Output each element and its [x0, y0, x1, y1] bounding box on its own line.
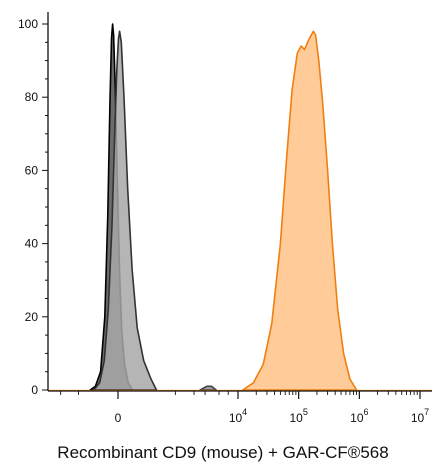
histogram-series-2: [93, 30, 158, 391]
y-tick-label: 0: [31, 383, 38, 397]
x-tick-label: 0: [115, 411, 122, 425]
y-tick-label: 20: [25, 310, 39, 324]
x-tick-label: 107: [411, 407, 429, 425]
y-tick-label: 80: [25, 90, 39, 104]
series-layer: [48, 23, 432, 392]
x-tick-label: 106: [350, 407, 368, 425]
y-tick-label: 100: [18, 17, 38, 31]
histogram-chart: 0 20 40 60 80 100 0 104 105 106 107: [18, 12, 432, 425]
histogram-series-4: [199, 385, 217, 391]
histogram-series-3: [242, 30, 358, 391]
y-tick-label: 60: [25, 163, 39, 177]
y-tick-label: 40: [25, 237, 39, 251]
x-axis-label: Recombinant CD9 (mouse) + GAR-CF®568: [57, 443, 389, 462]
x-tick-label: 105: [289, 407, 307, 425]
axes-layer: 0 20 40 60 80 100 0 104 105 106 107: [18, 12, 432, 425]
x-tick-label: 104: [229, 407, 247, 425]
